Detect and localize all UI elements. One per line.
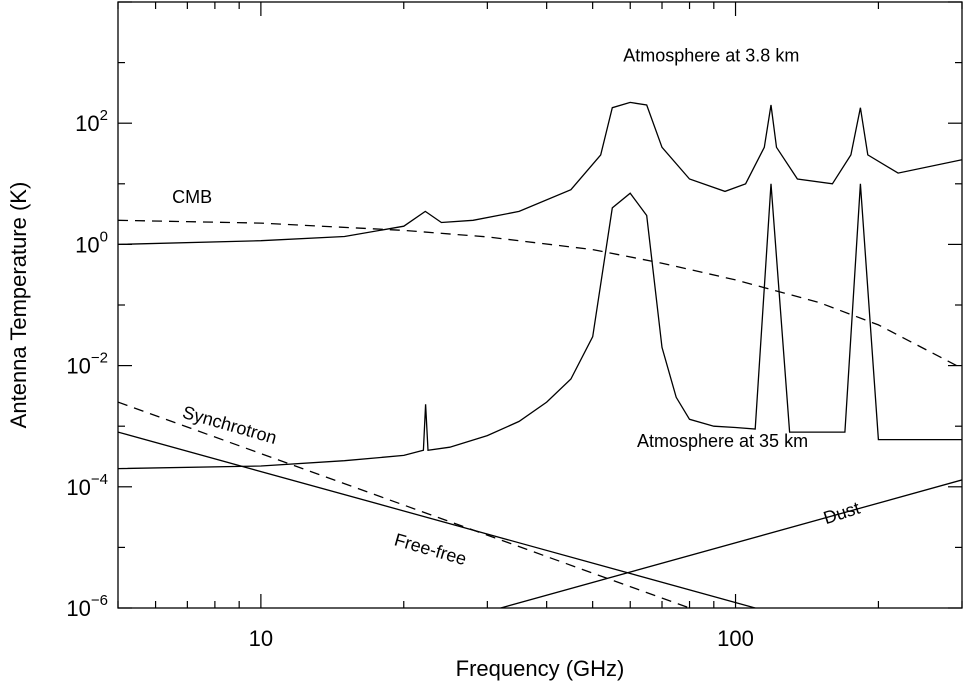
axis-ticks <box>117 1 963 609</box>
y-tick-label: 100 <box>75 228 108 257</box>
x-axis-title: Frequency (GHz) <box>456 656 625 681</box>
series-group <box>118 101 962 608</box>
series-line-atmosphere-at-35-km <box>118 183 962 470</box>
annotations: Atmosphere at 3.8 km CMB Synchrotron Atmosp… <box>172 45 862 569</box>
annotation-label: Atmosphere at 35 km <box>637 431 808 451</box>
tick-labels: 10 100 10−6 10−4 10−2 100 102 <box>66 107 753 651</box>
annotation-label: Dust <box>821 498 862 528</box>
y-tick-label: 102 <box>75 107 108 136</box>
y-tick-label: 10−6 <box>66 592 108 621</box>
y-tick-label: 10−4 <box>66 471 108 500</box>
annotation-label: Atmosphere at 3.8 km <box>623 45 799 65</box>
y-tick-label: 10−2 <box>66 350 108 379</box>
x-tick-label: 10 <box>249 626 273 651</box>
annotation-label: Synchrotron <box>180 402 279 448</box>
series-line-atmosphere-at-3-8-km <box>118 101 962 246</box>
annotation-label: CMB <box>172 187 212 207</box>
annotation-label: Free-free <box>392 530 469 570</box>
series-line-dust <box>500 479 962 608</box>
series-line-free-free <box>118 431 756 608</box>
x-tick-label: 100 <box>717 626 754 651</box>
series-line-cmb <box>118 219 962 369</box>
series-line-synchrotron <box>118 401 690 608</box>
y-axis-title: Antenna Temperature (K) <box>6 182 31 429</box>
